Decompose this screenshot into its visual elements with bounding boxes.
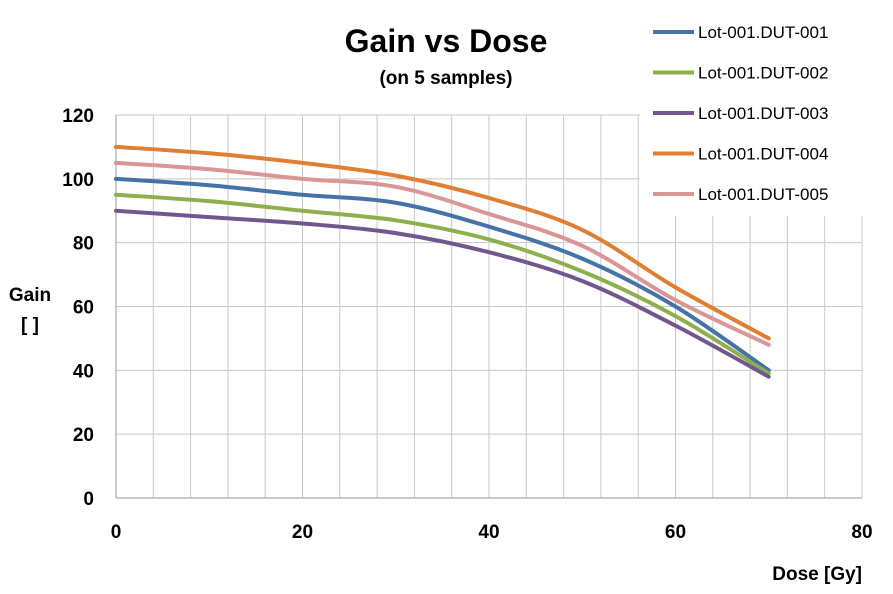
x-tick-label: 20 bbox=[292, 522, 313, 543]
legend: Lot-001.DUT-001 Lot-001.DUT-002 Lot-001.DU… bbox=[653, 23, 828, 204]
y-tick-label: 80 bbox=[73, 234, 94, 255]
y-tick-label: 20 bbox=[73, 425, 94, 446]
series-line-5 bbox=[114, 160, 771, 347]
series-line-2 bbox=[114, 192, 771, 376]
legend-label-1: Lot-001.DUT-001 bbox=[698, 23, 828, 42]
y-tick-label: 60 bbox=[73, 298, 94, 319]
legend-label-5: Lot-001.DUT-005 bbox=[698, 185, 828, 204]
y-tick-label: 100 bbox=[62, 170, 94, 191]
y-tick-label: 0 bbox=[83, 489, 94, 510]
legend-label-3: Lot-001.DUT-003 bbox=[698, 104, 828, 123]
x-tick-label: 60 bbox=[665, 522, 686, 543]
legend-label-2: Lot-001.DUT-002 bbox=[698, 64, 828, 83]
x-axis-label: Dose [Gy] bbox=[772, 564, 862, 585]
legend-label-4: Lot-001.DUT-004 bbox=[698, 145, 828, 164]
y-tick-labels: 0 20 40 60 80 100 120 bbox=[62, 106, 94, 510]
x-tick-label: 80 bbox=[851, 522, 872, 543]
series-line-1 bbox=[114, 176, 771, 373]
series-lines bbox=[114, 144, 771, 379]
y-axis-label-line-2: [ ] bbox=[21, 315, 39, 336]
series-line-3 bbox=[114, 208, 771, 379]
x-tick-labels: 0 20 40 60 80 bbox=[111, 522, 873, 543]
chart-title: Gain vs Dose bbox=[345, 23, 548, 59]
series-line-4 bbox=[114, 144, 771, 341]
x-tick-label: 40 bbox=[478, 522, 499, 543]
y-tick-label: 40 bbox=[73, 361, 94, 382]
x-tick-label: 0 bbox=[111, 522, 122, 543]
y-axis-label-line-1: Gain bbox=[9, 285, 51, 306]
chart-subtitle: (on 5 samples) bbox=[379, 68, 512, 89]
y-tick-label: 120 bbox=[62, 106, 94, 127]
